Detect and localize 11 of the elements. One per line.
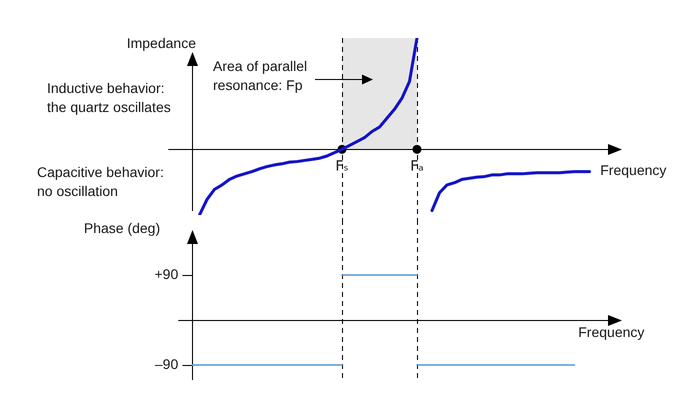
x-axis-title: Frequency bbox=[600, 162, 666, 178]
text: Inductive behavior: the quartz oscillates bbox=[47, 80, 171, 115]
x-tick-label: Fₛ bbox=[335, 158, 349, 174]
y-tick-label: –90 bbox=[154, 356, 178, 372]
y-axis-title: Phase (deg) bbox=[84, 220, 160, 236]
band-label: Area of parallel resonance: Fp bbox=[213, 58, 308, 93]
text: Capacitive behavior: no oscillation bbox=[37, 164, 164, 199]
y-axis-title: Impedance bbox=[126, 34, 196, 51]
y-tick-label: +90 bbox=[154, 266, 178, 282]
x-tick-label: Fₐ bbox=[410, 158, 424, 174]
x-axis-title: Frequency bbox=[578, 324, 644, 340]
